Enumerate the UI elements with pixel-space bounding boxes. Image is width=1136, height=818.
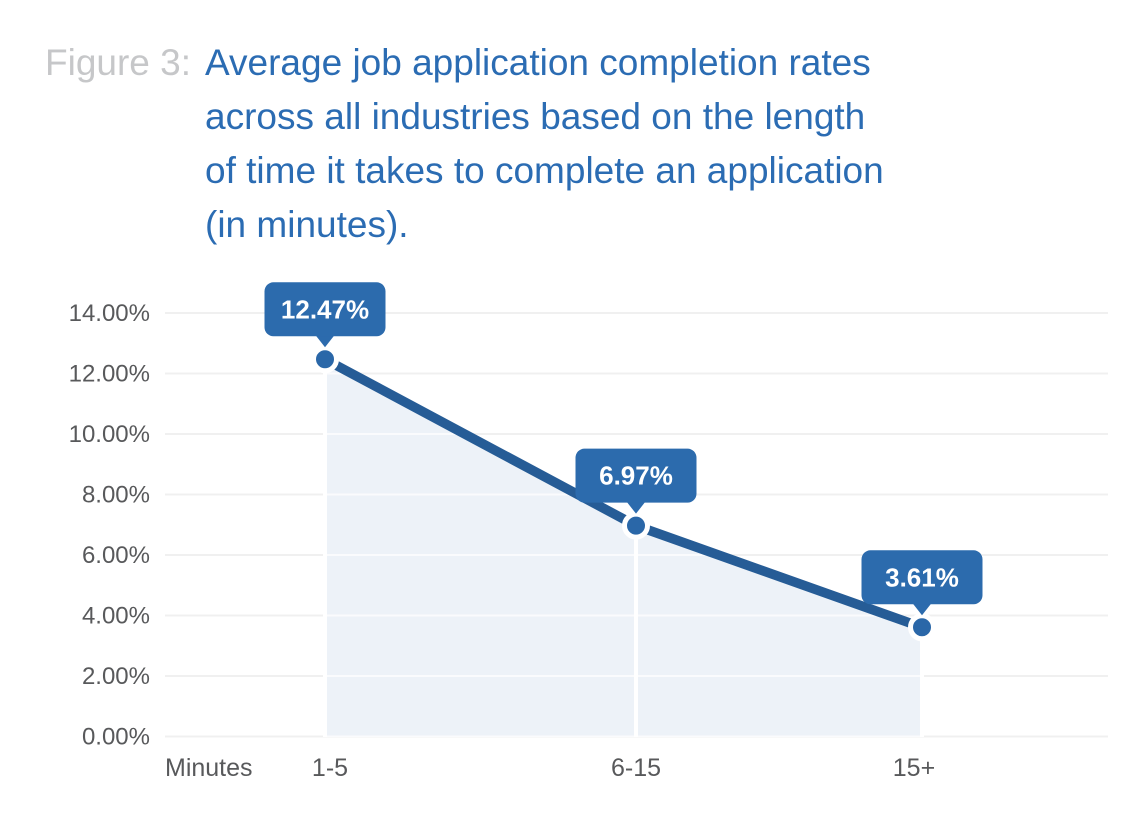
- tooltip-pointer-icon: [314, 333, 336, 348]
- tooltip-value: 3.61%: [885, 562, 959, 592]
- area-fill-segment: [325, 359, 636, 737]
- y-tick-label: 6.00%: [82, 542, 150, 569]
- y-tick-label: 2.00%: [82, 663, 150, 690]
- y-tick-label: 8.00%: [82, 482, 150, 509]
- tooltip-value: 12.47%: [281, 294, 369, 324]
- data-point: [908, 613, 936, 642]
- tooltip-pointer-icon: [625, 499, 647, 514]
- y-tick-label: 4.00%: [82, 603, 150, 630]
- area-fill: [325, 359, 922, 737]
- figure-label: Figure 3:: [45, 42, 192, 83]
- y-tick-label: 0.00%: [82, 724, 150, 751]
- tooltip-value: 6.97%: [599, 461, 673, 491]
- data-label-tooltip: 6.97%: [575, 448, 697, 514]
- figure-title: Average job application completion rates…: [205, 42, 884, 245]
- data-label-tooltip: 3.61%: [861, 550, 983, 616]
- data-point: [311, 345, 339, 374]
- y-tick-label: 10.00%: [69, 421, 150, 448]
- tooltip-box: [575, 448, 697, 503]
- tooltip-pointer-icon: [911, 601, 933, 616]
- x-tick-label: 6-15: [611, 754, 661, 782]
- data-label-tooltip: 12.47%: [264, 282, 386, 348]
- x-tick-label: 1-5: [312, 754, 348, 782]
- data-point: [622, 511, 650, 540]
- y-tick-label: 14.00%: [69, 300, 150, 327]
- y-tick-label: 12.00%: [69, 361, 150, 388]
- completion-rate-chart: 12.47% 6.97% 3.61% 14.00% 12.00% 10.00% 8.00% 6…: [69, 282, 1108, 782]
- tooltip-box: [264, 282, 386, 337]
- x-axis-title: Minutes: [165, 754, 253, 782]
- x-tick-label: 15+: [893, 754, 935, 782]
- figure-header: Figure 3: Average job application comple…: [45, 36, 884, 252]
- tooltip-box: [861, 550, 983, 605]
- area-fill-segment: [636, 525, 922, 737]
